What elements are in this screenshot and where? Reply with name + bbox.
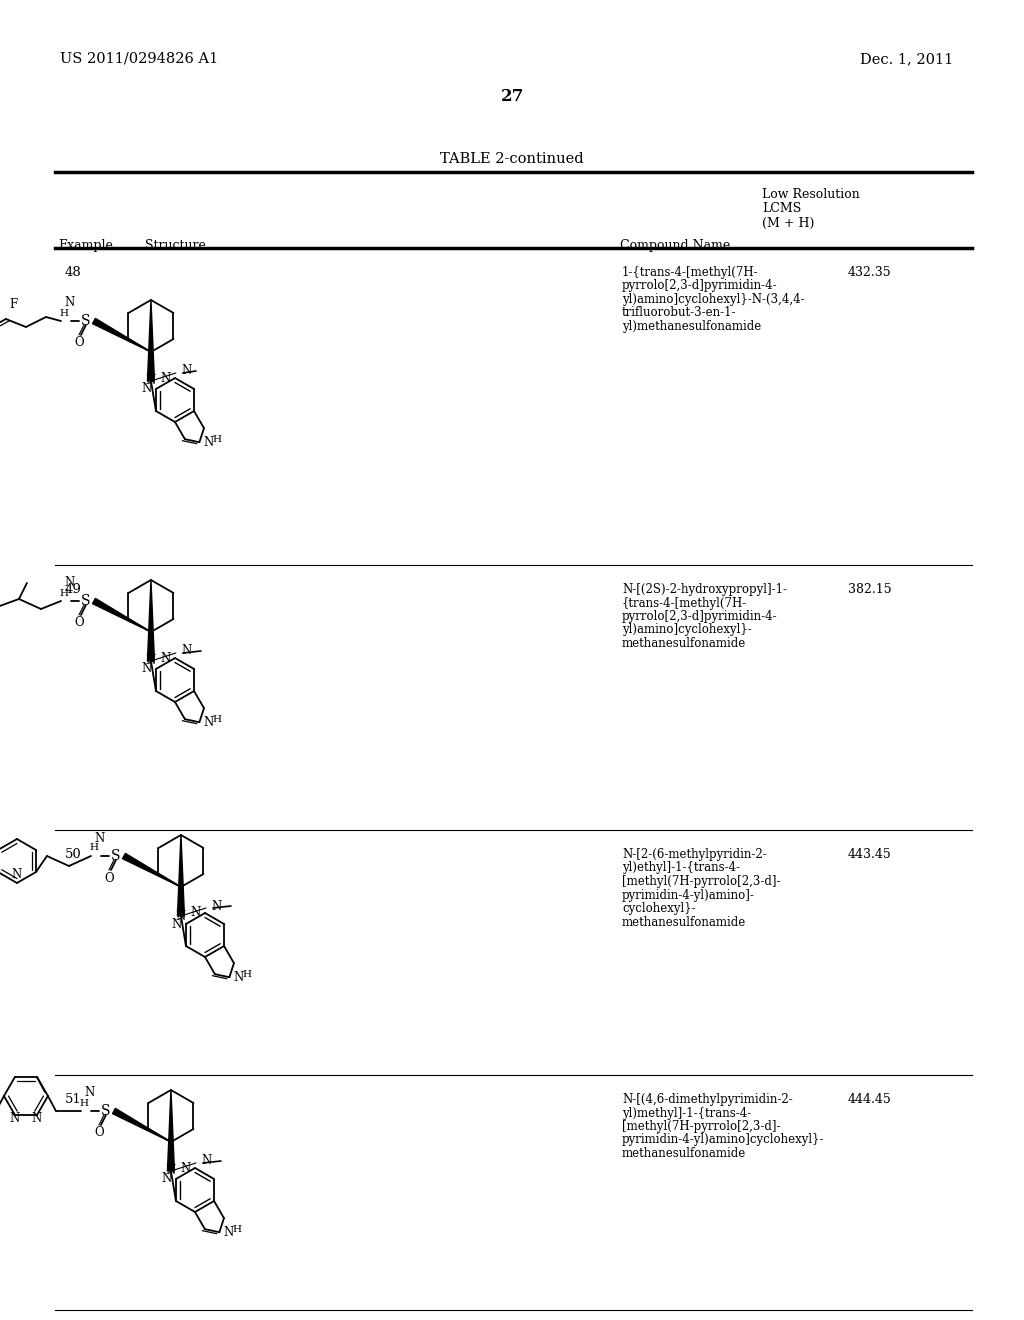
Text: (M + H): (M + H)	[762, 216, 814, 230]
Text: yl)amino]cyclohexyl}-: yl)amino]cyclohexyl}-	[622, 623, 752, 636]
Text: 443.45: 443.45	[848, 847, 892, 861]
Text: N: N	[181, 1162, 191, 1175]
Polygon shape	[123, 853, 181, 887]
Text: trifluorobut-3-en-1-: trifluorobut-3-en-1-	[622, 306, 736, 319]
Text: N: N	[201, 1155, 211, 1167]
Text: Low Resolution: Low Resolution	[762, 187, 860, 201]
Text: N: N	[84, 1086, 94, 1100]
Text: Structure: Structure	[145, 239, 206, 252]
Text: N-[(2S)-2-hydroxypropyl]-1-: N-[(2S)-2-hydroxypropyl]-1-	[622, 583, 787, 597]
Text: pyrimidin-4-yl)amino]-: pyrimidin-4-yl)amino]-	[622, 888, 755, 902]
Text: N-[(4,6-dimethylpyrimidin-2-: N-[(4,6-dimethylpyrimidin-2-	[622, 1093, 793, 1106]
Text: O: O	[94, 1126, 103, 1139]
Text: 1-{trans-4-[methyl(7H-: 1-{trans-4-[methyl(7H-	[622, 267, 759, 279]
Text: N: N	[145, 655, 156, 668]
Text: N: N	[204, 436, 214, 449]
Text: [methyl(7H-pyrrolo[2,3-d]-: [methyl(7H-pyrrolo[2,3-d]-	[622, 875, 780, 888]
Text: 27: 27	[501, 88, 523, 106]
Text: N: N	[145, 375, 156, 388]
Text: US 2011/0294826 A1: US 2011/0294826 A1	[60, 51, 218, 66]
Text: N: N	[181, 364, 191, 378]
Text: yl)methyl]-1-{trans-4-: yl)methyl]-1-{trans-4-	[622, 1106, 752, 1119]
Text: 382.15: 382.15	[848, 583, 892, 597]
Text: N: N	[223, 1226, 233, 1238]
Text: N: N	[176, 909, 186, 923]
Text: {trans-4-[methyl(7H-: {trans-4-[methyl(7H-	[622, 597, 748, 610]
Polygon shape	[177, 836, 184, 916]
Text: pyrrolo[2,3-d]pyrimidin-4-: pyrrolo[2,3-d]pyrimidin-4-	[622, 280, 777, 293]
Text: N: N	[12, 869, 23, 882]
Text: N: N	[181, 644, 191, 657]
Text: S: S	[81, 594, 91, 609]
Polygon shape	[92, 318, 151, 352]
Text: cyclohexyl}-: cyclohexyl}-	[622, 902, 695, 915]
Text: N: N	[10, 1111, 20, 1125]
Text: H: H	[232, 1225, 242, 1234]
Text: H: H	[59, 309, 69, 318]
Text: H: H	[212, 434, 221, 444]
Text: S: S	[81, 314, 91, 327]
Text: methanesulfonamide: methanesulfonamide	[622, 916, 746, 928]
Text: 444.45: 444.45	[848, 1093, 892, 1106]
Text: yl)amino]cyclohexyl}-N-(3,4,4-: yl)amino]cyclohexyl}-N-(3,4,4-	[622, 293, 805, 306]
Text: O: O	[74, 616, 84, 630]
Polygon shape	[168, 1090, 174, 1171]
Text: Compound Name: Compound Name	[620, 239, 730, 252]
Polygon shape	[92, 598, 151, 632]
Text: Example: Example	[58, 239, 113, 252]
Text: H: H	[59, 589, 69, 598]
Text: 49: 49	[65, 583, 82, 597]
Text: S: S	[112, 849, 121, 863]
Text: N: N	[172, 917, 182, 931]
Text: H: H	[89, 843, 98, 853]
Text: 432.35: 432.35	[848, 267, 892, 279]
Text: O: O	[104, 871, 114, 884]
Text: pyrrolo[2,3-d]pyrimidin-4-: pyrrolo[2,3-d]pyrimidin-4-	[622, 610, 777, 623]
Text: N: N	[204, 715, 214, 729]
Text: yl)methanesulfonamide: yl)methanesulfonamide	[622, 319, 761, 333]
Text: pyrimidin-4-yl)amino]cyclohexyl}-: pyrimidin-4-yl)amino]cyclohexyl}-	[622, 1134, 824, 1147]
Text: N: N	[141, 383, 152, 396]
Text: LCMS: LCMS	[762, 202, 801, 215]
Text: N: N	[162, 1172, 172, 1185]
Text: N: N	[63, 577, 74, 590]
Text: [methyl(7H-pyrrolo[2,3-d]-: [methyl(7H-pyrrolo[2,3-d]-	[622, 1119, 780, 1133]
Text: N: N	[211, 899, 221, 912]
Text: N: N	[141, 663, 152, 676]
Text: 50: 50	[65, 847, 82, 861]
Text: N: N	[190, 907, 201, 920]
Text: 48: 48	[65, 267, 82, 279]
Text: N: N	[161, 652, 171, 664]
Text: Dec. 1, 2011: Dec. 1, 2011	[860, 51, 953, 66]
Text: N: N	[32, 1111, 42, 1125]
Text: methanesulfonamide: methanesulfonamide	[622, 1147, 746, 1160]
Text: 51: 51	[65, 1093, 82, 1106]
Text: N: N	[166, 1164, 176, 1177]
Text: yl)ethyl]-1-{trans-4-: yl)ethyl]-1-{trans-4-	[622, 862, 740, 874]
Polygon shape	[147, 579, 155, 661]
Text: N-[2-(6-methylpyridin-2-: N-[2-(6-methylpyridin-2-	[622, 847, 767, 861]
Text: TABLE 2-continued: TABLE 2-continued	[440, 152, 584, 166]
Text: H: H	[243, 970, 251, 978]
Text: H: H	[212, 714, 221, 723]
Text: H: H	[80, 1098, 88, 1107]
Text: N: N	[161, 371, 171, 384]
Text: N: N	[94, 832, 104, 845]
Text: methanesulfonamide: methanesulfonamide	[622, 638, 746, 649]
Polygon shape	[147, 300, 155, 381]
Text: O: O	[74, 337, 84, 350]
Text: N: N	[233, 970, 244, 983]
Text: F: F	[10, 298, 18, 312]
Polygon shape	[113, 1109, 171, 1142]
Text: N: N	[63, 297, 74, 309]
Text: S: S	[101, 1104, 111, 1118]
